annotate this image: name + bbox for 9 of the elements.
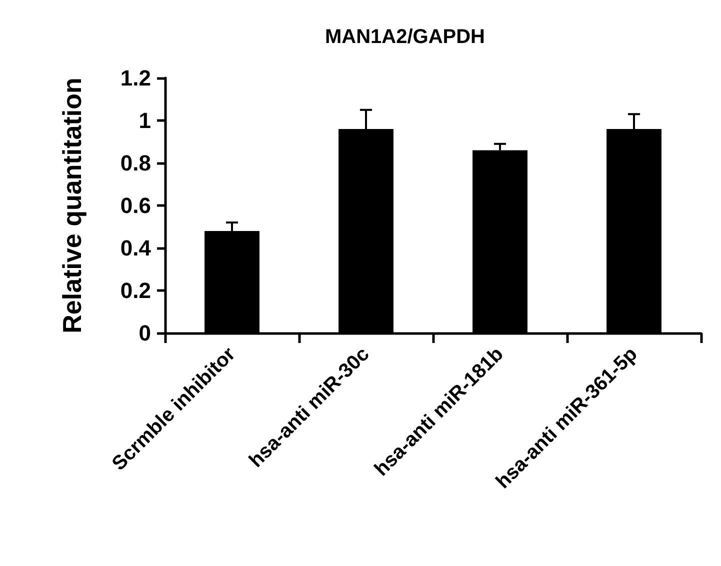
y-tick-label: 0.2 — [120, 278, 151, 303]
chart-title: MAN1A2/GAPDH — [324, 26, 486, 48]
y-axis-title: Relative quantitation — [57, 78, 87, 334]
y-tick-label: 1 — [138, 108, 151, 133]
y-tick-label: 0 — [138, 320, 151, 346]
y-tick-label: 0.4 — [120, 236, 152, 260]
y-tick-label: 0.6 — [120, 193, 151, 218]
y-tick-label: 0.8 — [120, 150, 151, 176]
y-tick-label: 1.2 — [120, 66, 151, 90]
